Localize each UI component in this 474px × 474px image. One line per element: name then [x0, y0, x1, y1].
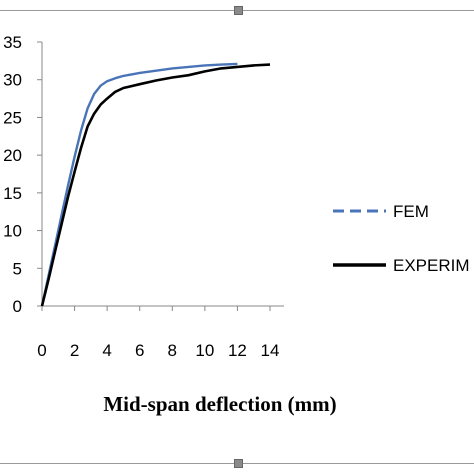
y-tick-label: 5: [13, 259, 22, 278]
axes: [37, 41, 284, 311]
x-axis-label: Mid-span deflection (mm): [103, 392, 337, 416]
x-tick-label: 14: [261, 341, 280, 360]
series-line-fem: [40, 62, 238, 307]
y-tick-label: 35: [3, 33, 22, 52]
x-tick-label: 10: [195, 341, 214, 360]
y-tick-label: 30: [3, 71, 22, 90]
y-tick-label: 0: [13, 297, 22, 316]
x-tick-label: 0: [37, 341, 46, 360]
x-tick-label: 6: [135, 341, 144, 360]
legend-label-fem: FEM: [393, 202, 429, 221]
resize-handle-top[interactable]: [234, 6, 243, 15]
series-lines: [40, 62, 271, 307]
x-tick-label: 2: [70, 341, 79, 360]
y-tick-label: 25: [3, 108, 22, 127]
tick-labels: 0 5 10 15 20 25 30 35 0 2 4 6 8 10 12 14: [3, 33, 279, 360]
y-tick-label: 10: [3, 222, 22, 241]
x-tick-label: 12: [228, 341, 247, 360]
y-tick-label: 20: [3, 146, 22, 165]
y-tick-label: 15: [3, 184, 22, 203]
legend: FEM EXPERIM: [333, 202, 470, 275]
x-tick-label: 4: [102, 341, 111, 360]
x-tick-label: 8: [168, 341, 177, 360]
legend-label-experim: EXPERIM: [393, 256, 470, 275]
series-line-experim: [40, 63, 271, 307]
resize-handle-bottom[interactable]: [234, 459, 243, 468]
